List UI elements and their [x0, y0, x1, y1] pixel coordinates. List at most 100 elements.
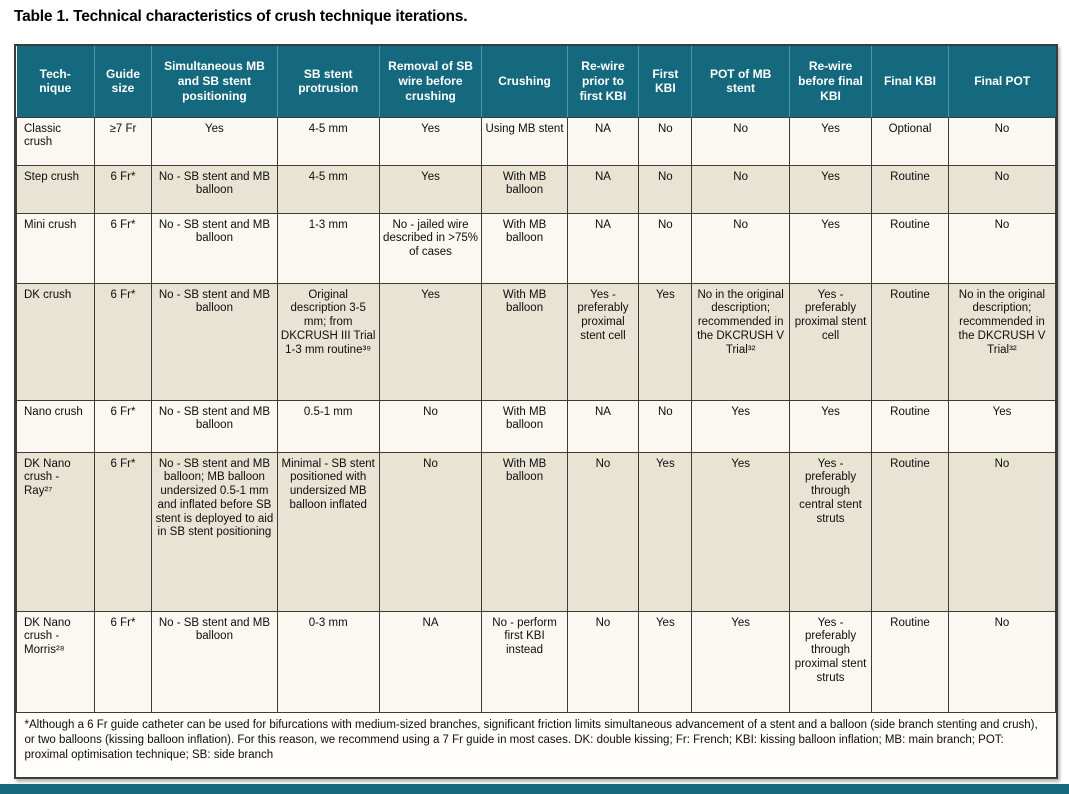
value-cell: 6 Fr* [93, 451, 153, 612]
value-cell: 6 Fr* [93, 164, 153, 214]
table-body: Classic crush ≥7 Fr Yes 4-5 mm Yes Using MB s… [16, 116, 1057, 713]
value-cell: With MB balloon [481, 282, 568, 401]
value-cell: No [638, 212, 693, 284]
value-cell: Yes - preferably through proximal stent … [788, 610, 873, 713]
value-cell: No in the original description; recommen… [947, 282, 1057, 401]
value-cell: NA [566, 116, 640, 166]
value-cell: Routine [871, 451, 949, 612]
value-cell: Yes [378, 282, 483, 401]
value-cell: ≥7 Fr [93, 116, 153, 166]
crush-techniques-table: Tech- nique Guide size Simultaneous MB and… [14, 44, 1058, 779]
value-cell: Yes [691, 399, 790, 453]
value-cell: No [691, 164, 790, 214]
value-cell: 0.5-1 mm [276, 399, 380, 453]
value-cell: Yes [378, 164, 483, 214]
value-cell: No [947, 451, 1057, 612]
technique-cell: DK Nano crush - Morris²⁸ [16, 610, 95, 713]
header-row: Tech- nique Guide size Simultaneous MB and… [16, 46, 1056, 118]
table-row: Mini crush 6 Fr* No - SB stent and MB ball… [16, 212, 1057, 284]
technique-cell: Nano crush [16, 399, 95, 453]
table-row: Step crush 6 Fr* No - SB stent and MB ball… [16, 164, 1057, 214]
value-cell: No - SB stent and MB balloon; MB balloon… [151, 451, 278, 612]
value-cell: Yes [378, 116, 483, 166]
table-row: DK crush 6 Fr* No - SB stent and MB balloo… [16, 282, 1057, 401]
table-row: Nano crush 6 Fr* No - SB stent and MB ball… [16, 399, 1057, 453]
value-cell: Yes [788, 164, 873, 214]
value-cell: No [638, 399, 693, 453]
value-cell: No [691, 212, 790, 284]
column-header: Simultaneous MB and SB stent positioning [151, 46, 278, 118]
value-cell: No - jailed wire described in >75% of ca… [378, 212, 483, 284]
value-cell: NA [566, 399, 640, 453]
value-cell: 4-5 mm [276, 164, 380, 214]
value-cell: Minimal - SB stent positioned with under… [276, 451, 380, 612]
value-cell: Using MB stent [481, 116, 568, 166]
column-header: Re-wire prior to first KBI [567, 46, 640, 118]
table-row: Classic crush ≥7 Fr Yes 4-5 mm Yes Using MB s… [16, 116, 1057, 166]
value-cell: Yes [638, 610, 693, 713]
value-cell: 6 Fr* [93, 399, 153, 453]
bottom-accent-bar [0, 784, 1069, 794]
technique-cell: Mini crush [16, 212, 95, 284]
value-cell: With MB balloon [481, 399, 568, 453]
value-cell: 1-3 mm [276, 212, 380, 284]
value-cell: Yes [788, 116, 873, 166]
value-cell: Yes - preferably through central stent s… [788, 451, 873, 612]
technique-cell: DK Nano crush - Ray²⁷ [16, 451, 95, 612]
column-header: Final KBI [871, 46, 949, 118]
value-cell: With MB balloon [481, 212, 568, 284]
column-header: Final POT [948, 46, 1056, 118]
value-cell: No [947, 610, 1057, 713]
value-cell: Routine [871, 610, 949, 713]
technique-cell: Step crush [16, 164, 95, 214]
page-title: Table 1. Technical characteristics of cr… [14, 8, 468, 25]
table-row: DK Nano crush - Ray²⁷ 6 Fr* No - SB stent … [16, 451, 1057, 612]
table-footer: *Although a 6 Fr guide catheter can be u… [16, 711, 1056, 777]
value-cell: No [691, 116, 790, 166]
table-header: Tech- nique Guide size Simultaneous MB and… [16, 46, 1056, 118]
value-cell: No [947, 212, 1057, 284]
column-header: Crushing [481, 46, 568, 118]
value-cell: 6 Fr* [93, 212, 153, 284]
column-header: SB stent protrusion [277, 46, 380, 118]
value-cell: Routine [871, 212, 949, 284]
value-cell: No - SB stent and MB balloon [151, 610, 278, 713]
value-cell: With MB balloon [481, 164, 568, 214]
value-cell: NA [378, 610, 483, 713]
value-cell: With MB balloon [481, 451, 568, 612]
value-cell: Yes [638, 451, 693, 612]
value-cell: Yes - preferably proximal stent cell [566, 282, 640, 401]
value-cell: No in the original description; recommen… [691, 282, 790, 401]
value-cell: Yes - preferably proximal stent cell [788, 282, 873, 401]
value-cell: Yes [638, 282, 693, 401]
technique-cell: DK crush [16, 282, 95, 401]
value-cell: Yes [151, 116, 278, 166]
technique-cell: Classic crush [16, 116, 95, 166]
value-cell: No - SB stent and MB balloon [151, 282, 278, 401]
value-cell: No [566, 610, 640, 713]
value-cell: Routine [871, 282, 949, 401]
value-cell: 0-3 mm [276, 610, 380, 713]
column-header: Re-wire before final KBI [789, 46, 873, 118]
value-cell: Yes [788, 399, 873, 453]
value-cell: 4-5 mm [276, 116, 380, 166]
value-cell: Routine [871, 399, 949, 453]
value-cell: Yes [947, 399, 1057, 453]
table-row: DK Nano crush - Morris²⁸ 6 Fr* No - SB ste… [16, 610, 1057, 713]
column-header: Guide size [94, 46, 153, 118]
value-cell: Yes [691, 451, 790, 612]
value-cell: No - SB stent and MB balloon [151, 399, 278, 453]
column-header: POT of MB stent [691, 46, 790, 118]
value-cell: No [378, 451, 483, 612]
column-header: Removal of SB wire before crushing [379, 46, 483, 118]
value-cell: No [947, 116, 1057, 166]
value-cell: No [566, 451, 640, 612]
value-cell: No [947, 164, 1057, 214]
value-cell: No - perform first KBI instead [481, 610, 568, 713]
value-cell: Original description 3-5 mm; from DKCRUS… [276, 282, 380, 401]
value-cell: NA [566, 164, 640, 214]
value-cell: Optional [871, 116, 949, 166]
value-cell: No [378, 399, 483, 453]
value-cell: NA [566, 212, 640, 284]
value-cell: Routine [871, 164, 949, 214]
